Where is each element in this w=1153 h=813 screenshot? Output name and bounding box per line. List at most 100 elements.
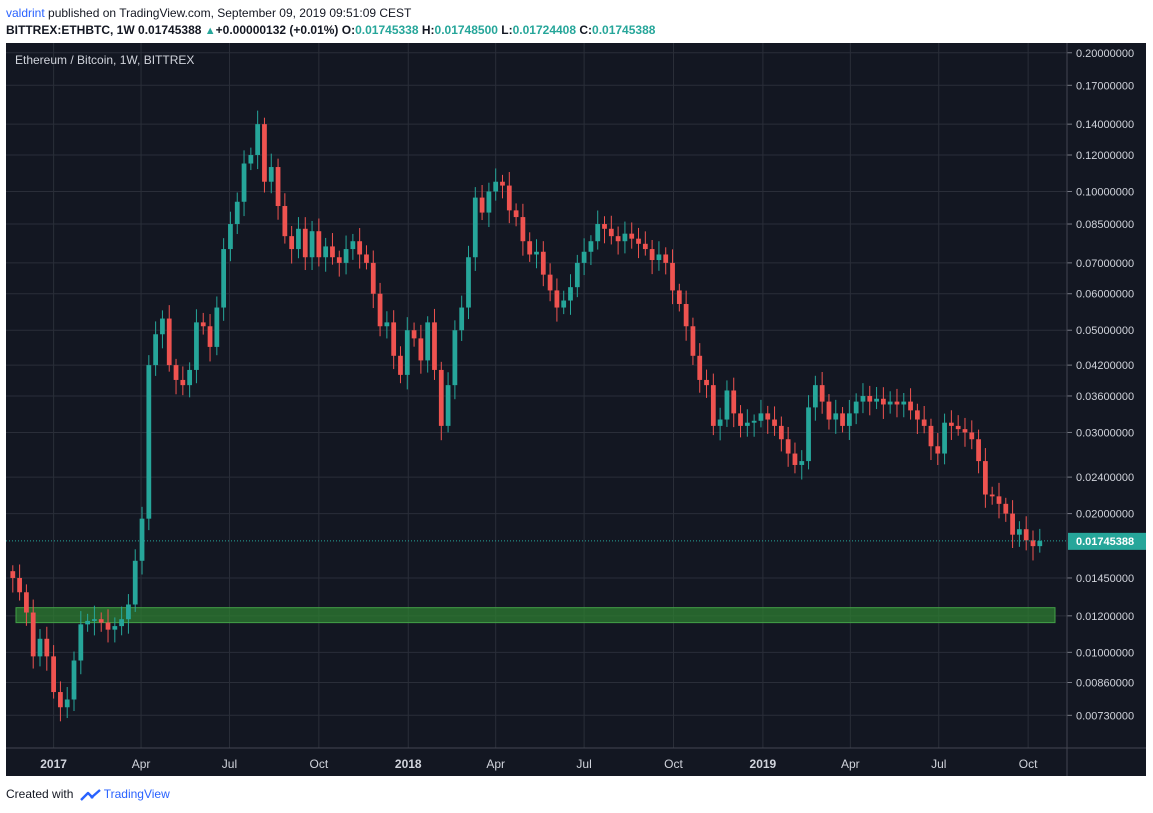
candle: [51, 645, 56, 699]
candle: [710, 373, 716, 436]
candle: [500, 174, 505, 199]
y-tick-label: 0.00860000: [1076, 678, 1134, 690]
y-tick-label: 0.01200000: [1076, 611, 1134, 623]
x-tick-label: Apr: [132, 757, 151, 771]
chart-title: Ethereum / Bitcoin, 1W, BITTREX: [15, 53, 194, 67]
candle-body: [289, 236, 295, 250]
candle-body: [989, 494, 995, 497]
candle: [357, 228, 363, 269]
candle-body: [221, 249, 227, 308]
candle: [588, 235, 594, 266]
candle-body: [336, 257, 342, 263]
time-axis[interactable]: 2017 Apr Jul Oct 2018 Apr Jul Oct 2019 Apr Jul Oct: [6, 747, 1146, 771]
candle-body: [71, 660, 77, 700]
x-tick-label: Apr: [841, 757, 860, 771]
candle: [404, 317, 410, 390]
candle: [867, 385, 873, 416]
candle: [561, 290, 567, 315]
candle: [255, 110, 261, 170]
candle: [10, 565, 16, 593]
candle-body: [765, 413, 771, 420]
candle: [547, 263, 553, 302]
candle: [466, 245, 471, 320]
candle-body: [268, 167, 274, 182]
y-tick-label: 0.01000000: [1076, 647, 1134, 659]
x-tick-label: Jul: [931, 757, 946, 771]
candle: [649, 239, 655, 275]
candle: [908, 388, 913, 420]
candle: [336, 250, 342, 277]
candlestick-chart[interactable]: 0.01745388 0.20000000 0.17000000 0.1400000…: [6, 43, 1146, 776]
candle: [71, 651, 77, 712]
candle-body: [935, 446, 941, 454]
candle-body: [323, 246, 329, 258]
candle-body: [670, 262, 675, 291]
candle-body: [234, 201, 240, 225]
y-tick-label: 0.03000000: [1076, 427, 1134, 439]
candle-body: [1017, 529, 1022, 535]
candle-body: [622, 233, 628, 242]
candle: [418, 324, 424, 374]
candle-body: [309, 231, 315, 258]
candle: [146, 355, 152, 531]
price-axis[interactable]: 0.20000000 0.17000000 0.14000000 0.12000000…: [1066, 43, 1134, 776]
candle-body: [772, 419, 777, 426]
candle-body: [228, 224, 233, 250]
candle-body: [452, 330, 458, 386]
y-tick-label: 0.00730000: [1076, 710, 1134, 722]
candle-body: [64, 699, 70, 708]
candle-body: [432, 322, 437, 370]
tradingview-brand[interactable]: TradingView: [103, 787, 170, 801]
candle: [615, 226, 621, 255]
candle: [513, 203, 519, 227]
author-link[interactable]: valdrint: [6, 6, 45, 20]
candle: [343, 235, 349, 275]
candle: [180, 366, 186, 396]
candle-body: [350, 241, 356, 250]
candle: [248, 147, 254, 171]
candle: [846, 399, 852, 440]
candle-body: [683, 303, 689, 327]
x-tick-label: 2017: [40, 757, 67, 771]
candle-body: [568, 287, 573, 301]
candle-body: [799, 461, 805, 465]
candle-body: [10, 571, 16, 578]
candle: [234, 192, 240, 235]
candle-body: [187, 369, 193, 386]
candle-body: [608, 228, 614, 237]
candle: [942, 413, 947, 465]
candle: [595, 210, 601, 250]
candle-body: [867, 395, 873, 402]
candle-body: [642, 243, 648, 250]
candle: [126, 594, 131, 634]
candle-body: [126, 604, 131, 620]
y-tick-label: 0.08500000: [1076, 219, 1134, 231]
chart-area[interactable]: 0.01745388 0.20000000 0.17000000 0.1400000…: [6, 43, 1146, 776]
candle-body: [391, 322, 397, 356]
candle-body: [976, 439, 981, 462]
candle: [833, 399, 839, 434]
candle-body: [58, 692, 63, 708]
candle: [268, 153, 274, 194]
candle: [581, 238, 587, 276]
candle-body: [370, 262, 376, 294]
y-tick-label: 0.02400000: [1076, 472, 1134, 484]
candle-body: [942, 422, 947, 454]
candle-body: [812, 385, 818, 408]
y-tick-label: 0.14000000: [1076, 119, 1134, 131]
candle: [894, 388, 900, 418]
candle-body: [710, 385, 716, 426]
candle: [534, 239, 539, 269]
candle-body: [255, 124, 261, 156]
candle-body: [112, 626, 118, 630]
candle-body: [731, 390, 737, 414]
candle: [969, 420, 975, 450]
candle: [391, 310, 397, 370]
candle: [806, 395, 811, 470]
candle-body: [1003, 503, 1009, 514]
candle-body: [676, 290, 682, 304]
candle-body: [132, 560, 138, 605]
last-price: 0.01745388: [138, 23, 202, 37]
y-tick-label: 0.20000000: [1076, 48, 1134, 60]
candle-body: [778, 425, 784, 440]
